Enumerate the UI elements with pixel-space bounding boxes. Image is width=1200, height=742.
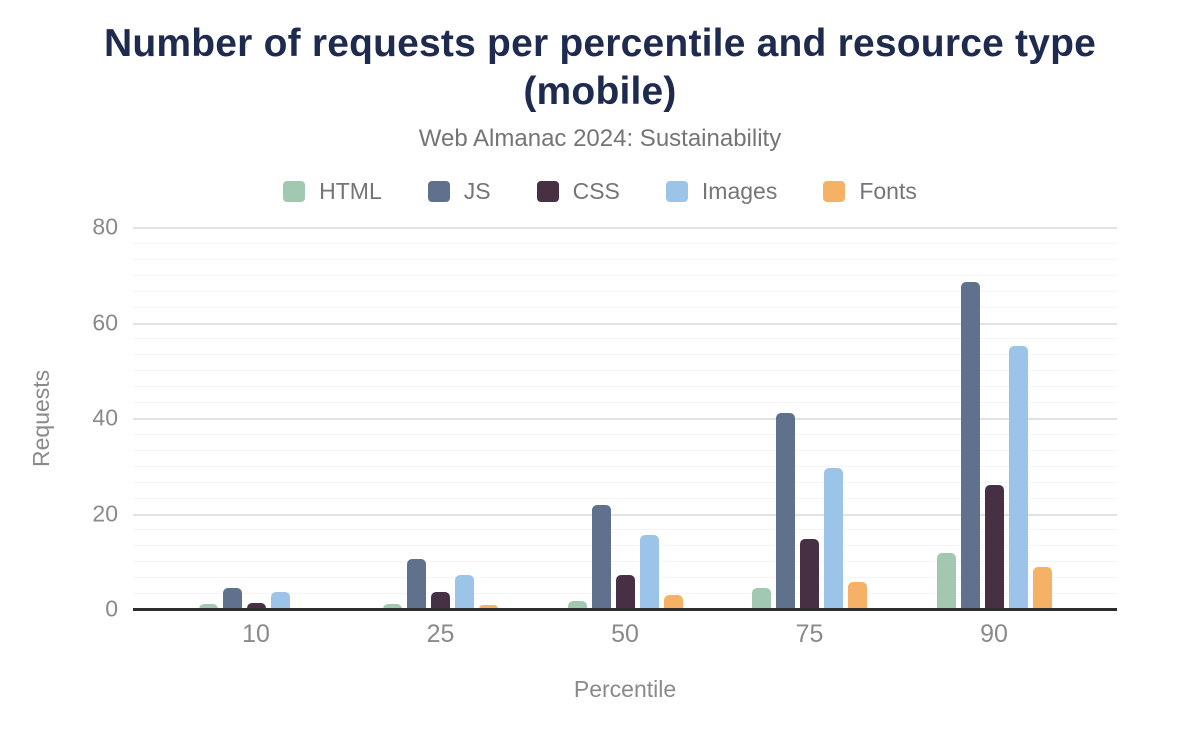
bar-js-p50 [591,504,611,609]
bar-js-p10 [222,588,242,609]
x-tick-label: 25 [426,620,455,648]
legend-label: HTML [319,177,382,204]
bar-images-p50 [639,534,659,609]
gridline-minor [133,306,1117,308]
legend-label: Fonts [859,177,917,204]
bar-js-p90 [960,282,980,609]
chart-subtitle: Web Almanac 2024: Sustainability [418,124,782,152]
legend-item-images: Images [665,177,778,205]
x-axis-title: Percentile [573,676,677,702]
gridline-minor [133,354,1117,356]
gridline-minor [133,274,1117,276]
bar-html-p75 [752,587,771,609]
bar-fonts-p50 [663,594,683,609]
bar-css-p10 [246,603,266,609]
bar-css-p75 [800,539,819,609]
y-axis-title: Requests [28,369,54,467]
legend-label: Images [701,177,778,204]
x-axis-line [133,608,1117,611]
gridline-minor [133,433,1117,435]
bar-fonts-p90 [1032,566,1052,609]
gridline-minor [133,465,1117,467]
bar-html-p50 [567,600,587,609]
gridline-minor [133,561,1117,563]
legend-item-css: CSS [536,177,620,205]
legend-item-js: JS [427,177,491,205]
bar-images-p90 [1008,346,1028,609]
gridline-minor [133,290,1117,292]
bar-html-p90 [936,552,956,609]
legend-label: CSS [572,177,620,204]
bar-css-p25 [431,592,450,609]
bar-css-p90 [984,484,1004,609]
gridline-minor [133,402,1117,404]
legend-item-fonts: Fonts [823,178,917,205]
bar-html-p25 [383,604,402,609]
legend-swatch-images [665,180,688,202]
x-tick-label: 90 [980,620,1008,648]
legend-swatch-css [536,180,559,202]
bar-fonts-p75 [848,582,867,609]
bar-images-p75 [824,468,843,609]
gridline-major [133,513,1117,516]
legend: HTML JS CSS Images Fonts [0,178,1200,205]
bar-js-p75 [776,413,795,609]
legend-item-html: HTML [283,178,382,205]
y-tick-label: 40 [92,404,118,431]
x-tick-label: 10 [242,620,270,648]
gridline-minor [133,545,1117,547]
bar-fonts-p25 [479,604,498,609]
gridline-minor [133,497,1117,499]
gridline-minor [133,386,1117,388]
legend-swatch-html [283,180,306,202]
bar-html-p10 [198,604,218,609]
legend-swatch-fonts [823,180,846,202]
legend-label: JS [463,177,491,204]
gridline-major [133,418,1117,420]
x-tick-label: 50 [611,620,639,648]
gridline-minor [133,258,1117,260]
y-tick-label: 20 [92,500,118,526]
bar-images-p25 [455,574,474,609]
bar-images-p10 [270,591,290,609]
chart-title: Number of requests per percentile and re… [104,22,1096,113]
legend-swatch-js [427,180,450,202]
gridline-minor [133,529,1117,531]
gridline-minor [133,449,1117,451]
gridline-minor [133,370,1117,372]
y-tick-label: 0 [105,595,118,622]
gridline-major [133,227,1117,229]
gridline-minor [133,242,1117,244]
bar-js-p25 [407,558,426,609]
y-tick-label: 60 [92,309,118,335]
x-tick-label: 75 [795,620,824,648]
gridline-minor [133,481,1117,483]
y-tick-label: 80 [92,213,118,240]
gridline-major [133,322,1117,325]
bar-css-p50 [615,574,635,609]
gridline-minor [133,338,1117,340]
